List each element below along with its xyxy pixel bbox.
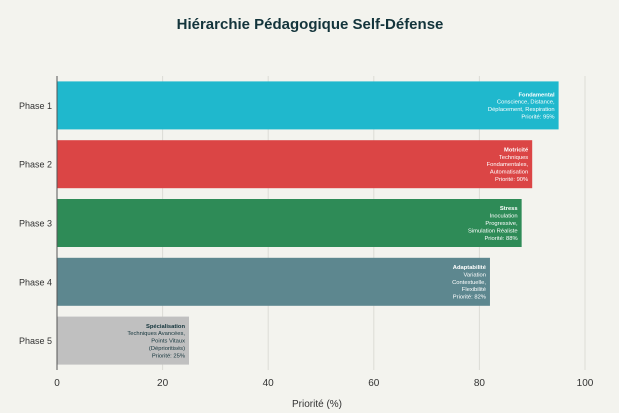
bar-data-label: Flexibilité [462, 287, 486, 293]
y-tick-label: Phase 1 [19, 101, 52, 111]
bar-data-label: Priorité: 88% [484, 236, 517, 242]
y-tick-label: Phase 4 [19, 277, 52, 287]
bar-data-label: Variation [464, 272, 486, 278]
bar-data-label: Fondamentales, [487, 162, 529, 168]
x-tick-label: 60 [368, 378, 380, 389]
bar-data-label: Priorité: 25% [152, 353, 185, 359]
bar-data-label: Simulation Réaliste [468, 228, 518, 234]
bar-data-label: Priorité: 90% [495, 177, 528, 183]
bar-data-label: Contextuelle, [452, 280, 486, 286]
bar [57, 140, 533, 189]
y-tick-label: Phase 5 [19, 336, 52, 346]
bar-data-label: Stress [500, 206, 518, 212]
bar-data-label: Spécialisation [146, 324, 185, 330]
bar-data-label: Priorité: 82% [453, 295, 486, 301]
bar-data-label: Adaptabilité [453, 265, 487, 271]
bar-layer: Fondamental Conscience, Distance,Déplacem… [57, 81, 559, 365]
chart-title: Hiérarchie Pédagogique Self-Défense [177, 16, 444, 33]
bar [57, 316, 189, 365]
bar [57, 199, 522, 247]
bar-data-label: Points Vitaux [151, 339, 185, 345]
x-tick-label: 80 [474, 378, 486, 389]
bar [57, 81, 559, 130]
bar [57, 257, 490, 306]
bar-data-label: Fondamental [519, 92, 555, 98]
x-tick-label: 0 [54, 378, 60, 389]
axis-layer: 0 20 40 60 80 100 Phase 1 Phase 2 Phase 3 Phase 4… [19, 76, 594, 389]
bar-data-label: Techniques [499, 155, 528, 161]
bar-data-label: Automatisation [490, 170, 528, 176]
x-tick-label: 20 [157, 378, 169, 389]
bar-data-label: Progressive, [485, 221, 518, 227]
bar-data-label: (Déprioritisés) [149, 346, 185, 352]
bar-data-label: Conscience, Distance, [497, 100, 555, 106]
bar-data-label: Motricité [504, 147, 529, 153]
x-tick-label: 40 [263, 378, 275, 389]
bar-data-label: Priorité: 95% [521, 115, 554, 121]
x-axis-title: Priorité (%) [292, 399, 342, 410]
bar-data-label: Techniques Avancées, [127, 331, 185, 337]
bar-data-label: Inoculation [490, 214, 518, 220]
y-tick-label: Phase 2 [19, 160, 52, 170]
x-tick-label: 100 [577, 378, 594, 389]
bar-data-label: Déplacement, Respiration [488, 107, 555, 113]
y-tick-label: Phase 3 [19, 219, 52, 229]
